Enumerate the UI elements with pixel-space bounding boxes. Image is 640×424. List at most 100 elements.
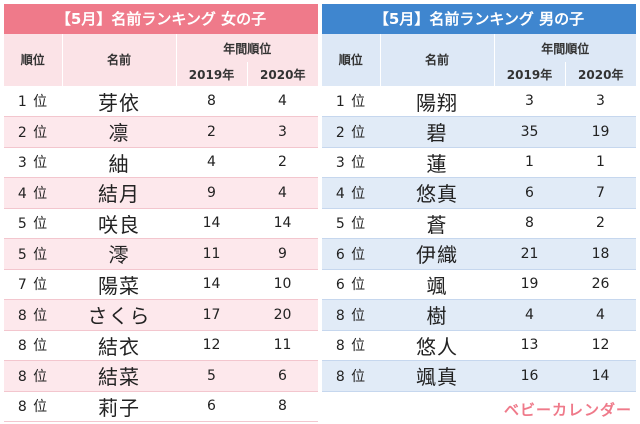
rank-cell: 4 位 [17,185,49,202]
year-2020-cell: 12 [591,337,610,354]
year-2020-cell: 1 [596,154,605,171]
boys-ranking-table: 順位 名前 年間順位 2019年 2020年 1 位 陽翔 3 3 2 位 碧 35 19 3 … [322,34,637,392]
year-2020-cell: 9 [278,245,287,262]
annual-rank-header: 年間順位 [175,34,319,62]
year-2020-header: 2020年 [246,62,319,86]
table-row: 8 位 さくら 17 20 [4,299,319,330]
year-2019-cell: 16 [520,367,539,384]
table-row: 2 位 碧 35 19 [322,116,637,147]
year-2020-cell: 26 [591,276,610,293]
name-cell: 颯真 [416,365,458,390]
year-2019-cell: 4 [207,154,216,171]
year-2019-cell: 11 [202,245,221,262]
brand-logo: ベビーカレンダー [503,401,632,419]
year-2019-cell: 6 [207,398,216,415]
name-cell: 颯 [426,273,448,298]
name-cell: 陽菜 [98,273,140,298]
rank-cell: 8 位 [17,338,49,355]
boys-ranking-title: 【5月】名前ランキング 男の子 [322,4,636,34]
table-row: 8 位 結菜 5 6 [4,360,319,391]
year-2019-cell: 21 [520,245,539,262]
name-cell: 碧 [426,121,448,146]
year-2019-cell: 9 [207,184,216,201]
rank-cell: 3 位 [17,155,49,172]
rank-cell: 6 位 [335,246,367,263]
year-2019-cell: 17 [202,306,221,323]
table-row: 3 位 紬 4 2 [4,147,319,178]
rank-cell: 1 位 [335,94,367,111]
table-row: 6 位 伊織 21 18 [322,238,637,269]
name-cell: 蒼 [426,212,448,237]
name-cell: 悠人 [416,334,458,359]
year-2020-cell: 10 [273,276,292,293]
year-2019-cell: 6 [525,184,534,201]
table-row: 8 位 樹 4 4 [322,299,637,330]
name-cell: 結衣 [98,334,140,359]
name-cell: さくら [87,304,151,329]
year-2020-cell: 4 [596,306,605,323]
year-2020-cell: 8 [278,398,287,415]
rank-cell: 2 位 [17,124,49,141]
table-row: 2 位 凛 2 3 [4,116,319,147]
year-2020-cell: 3 [278,123,287,140]
year-2019-cell: 8 [207,93,216,109]
table-row: 7 位 陽菜 14 10 [4,269,319,300]
table-row: 8 位 悠人 13 12 [322,330,637,361]
table-row: 6 位 颯 19 26 [322,269,637,300]
table-row: 3 位 蓮 1 1 [322,147,637,178]
table-row: 1 位 芽依 8 4 [4,86,319,117]
rank-cell: 8 位 [335,338,367,355]
name-header: 名前 [61,34,176,87]
rank-cell: 2 位 [335,124,367,141]
year-2020-cell: 14 [591,367,610,384]
rank-cell: 8 位 [335,368,367,385]
table-row: 4 位 結月 9 4 [4,177,319,208]
name-cell: 悠真 [416,182,458,207]
table-row: 5 位 蒼 8 2 [322,208,637,239]
year-2019-cell: 1 [525,154,534,171]
boys-ranking-panel: 【5月】名前ランキング 男の子 順位 名前 年間順位 2019年 2020年 1… [322,4,637,392]
year-2019-cell: 5 [207,367,216,384]
rank-cell: 8 位 [17,368,49,385]
year-2020-cell: 14 [273,215,292,232]
annual-rank-header: 年間順位 [493,34,637,62]
rank-cell: 4 位 [335,185,367,202]
year-2020-header: 2020年 [564,62,637,86]
rank-cell: 6 位 [335,277,367,294]
girls-ranking-panel: 【5月】名前ランキング 女の子 順位 名前 年間順位 2019年 2020年 1… [4,4,319,422]
name-cell: 伊織 [416,243,458,268]
year-2019-cell: 14 [202,215,221,232]
rank-header: 順位 [4,34,62,87]
rank-header: 順位 [322,34,380,87]
rank-cell: 1 位 [17,94,49,111]
rank-cell: 5 位 [335,216,367,233]
year-2019-cell: 14 [202,276,221,293]
name-cell: 凛 [108,121,130,146]
year-2020-cell: 20 [273,306,292,323]
year-2019-cell: 19 [520,276,539,293]
year-2020-cell: 11 [273,337,292,354]
table-row: 8 位 颯真 16 14 [322,360,637,391]
year-2019-cell: 2 [207,123,216,140]
name-cell: 陽翔 [416,90,458,115]
rank-cell: 5 位 [17,246,49,263]
rank-cell: 5 位 [17,216,49,233]
name-cell: 樹 [426,304,448,329]
table-row: 8 位 莉子 6 8 [4,391,319,422]
girls-ranking-title: 【5月】名前ランキング 女の子 [4,4,318,34]
table-row: 8 位 結衣 12 11 [4,330,319,361]
year-2020-cell: 7 [596,184,605,201]
year-2019-cell: 13 [520,337,539,354]
name-cell: 紬 [108,151,130,176]
name-cell: 莉子 [98,395,140,420]
name-cell: 芽依 [98,90,140,115]
table-row: 4 位 悠真 6 7 [322,177,637,208]
year-2019-cell: 12 [202,337,221,354]
rank-cell: 8 位 [17,399,49,416]
year-2020-cell: 2 [278,154,287,171]
year-2020-cell: 18 [591,245,610,262]
year-2020-cell: 6 [278,367,287,384]
name-header: 名前 [379,34,494,87]
year-2019-cell: 4 [525,306,534,323]
name-cell: 結月 [98,182,140,207]
